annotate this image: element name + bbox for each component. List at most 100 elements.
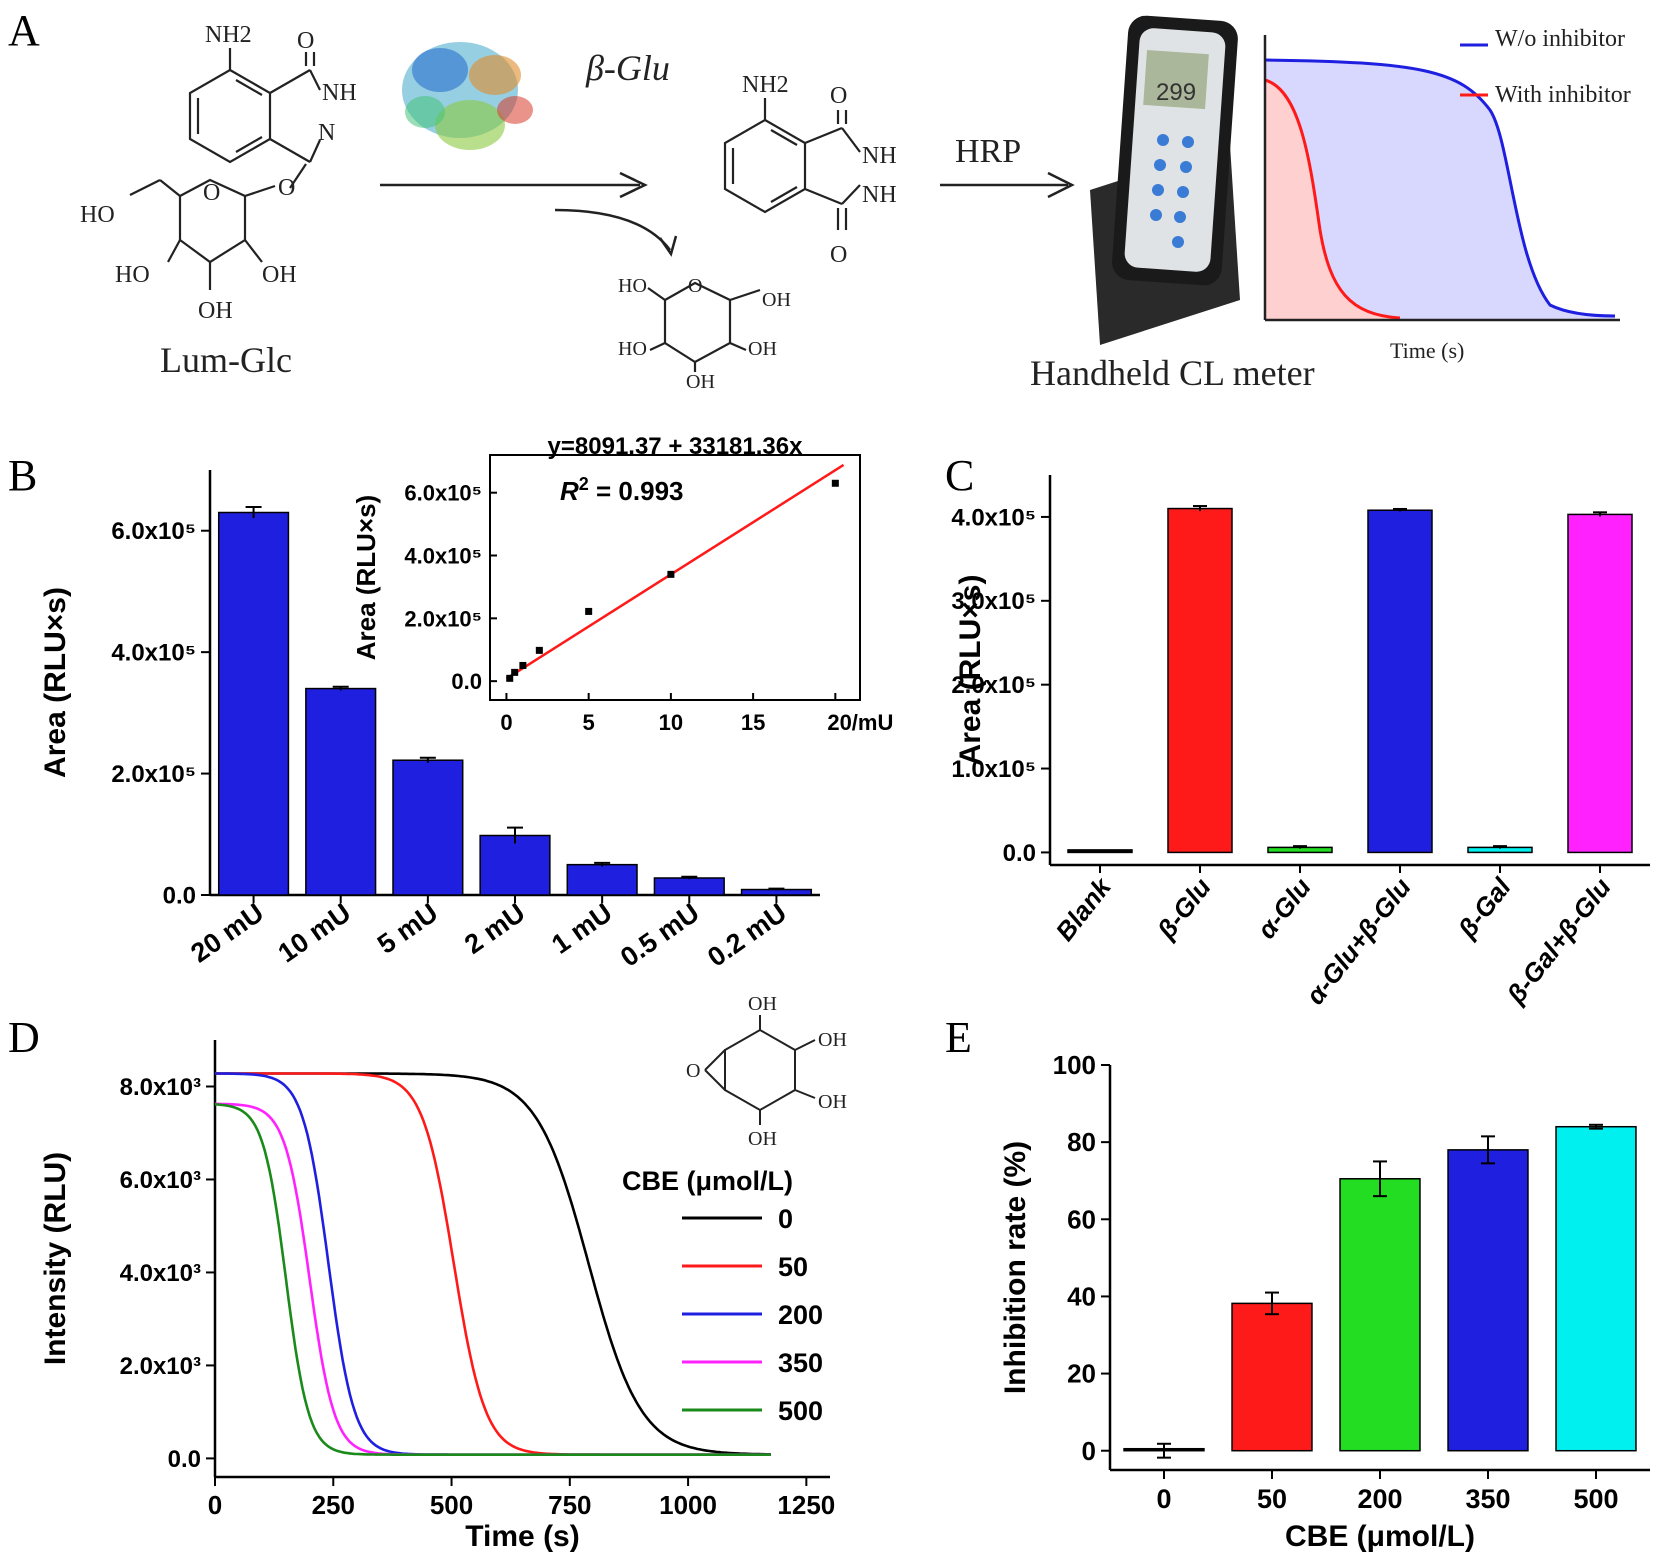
inset-decay-plot bbox=[1263, 35, 1620, 322]
l-atom-nh2: NH2 bbox=[742, 72, 789, 98]
inset-point bbox=[667, 570, 675, 578]
x-tick-label: 1 mU bbox=[546, 897, 617, 959]
atom-ho-2: HO bbox=[115, 262, 150, 288]
glucose-atoms: HO O OH HO OH OH bbox=[618, 275, 791, 393]
glucose-structure bbox=[647, 281, 761, 372]
atom-o-link: O bbox=[278, 175, 295, 201]
x-tick-label: β-Glu bbox=[1151, 872, 1217, 945]
inset-point bbox=[585, 607, 593, 615]
luminol-structure bbox=[723, 98, 861, 230]
chart-c: 0.0 1.0x10⁵ 2.0x10⁵ 3.0x10⁵ 4.0x10⁵ Area (RLU… bbox=[951, 475, 1650, 1010]
enzyme-protein-image bbox=[402, 42, 533, 150]
y-tick-label: 80 bbox=[1067, 1127, 1096, 1157]
inset-legend-with: With inhibitor bbox=[1495, 82, 1631, 108]
meter-label: Handheld CL meter bbox=[1030, 353, 1315, 393]
inset-x-tick-label: 10 bbox=[659, 710, 683, 735]
inset-time-label: Time (s) bbox=[1390, 338, 1464, 363]
legend-label: 50 bbox=[778, 1252, 808, 1282]
x-tick-label: α-Glu bbox=[1251, 872, 1317, 944]
x-tick-label: 0 bbox=[208, 1490, 222, 1520]
y-tick-label: 2.0x10⁵ bbox=[951, 672, 1036, 699]
inset-point bbox=[535, 646, 543, 654]
y-tick-label: 8.0x10³ bbox=[120, 1074, 201, 1101]
cbe-structure bbox=[704, 1015, 816, 1125]
x-tick-label: 500 bbox=[430, 1490, 473, 1520]
panel-label-e: E bbox=[945, 1013, 972, 1062]
x-tick-label: 20 mU bbox=[185, 897, 269, 968]
g-atom-o: O bbox=[688, 275, 702, 297]
g-atom-oh-2: OH bbox=[748, 338, 777, 360]
hrp-label: HRP bbox=[955, 133, 1021, 170]
inset-legend-without: W/o inhibitor bbox=[1495, 26, 1625, 52]
x-tick-label: 50 bbox=[1257, 1484, 1287, 1514]
inset-r2: R2 = 0.993 bbox=[560, 474, 684, 506]
cbe-atom-o: O bbox=[686, 1060, 700, 1082]
legend-label: 350 bbox=[778, 1348, 823, 1378]
inset-y-tick-label: 0.0 bbox=[451, 669, 482, 694]
bar bbox=[217, 511, 290, 896]
bar bbox=[1067, 849, 1133, 854]
inset-frame bbox=[489, 454, 861, 701]
y-tick-label: 0.0 bbox=[1003, 840, 1036, 867]
y-tick-label: 4.0x10⁵ bbox=[951, 504, 1036, 531]
x-tick-label: 250 bbox=[312, 1490, 355, 1520]
y-axis-label: Area (RLU×s) bbox=[39, 587, 72, 778]
panel-label-c: C bbox=[945, 451, 974, 500]
g-atom-ho-1: HO bbox=[618, 275, 647, 297]
series-line bbox=[214, 1103, 771, 1456]
panel-label-d: D bbox=[8, 1013, 40, 1062]
bar bbox=[566, 863, 638, 896]
inset-equation: y=8091.37 + 33181.36x bbox=[548, 433, 804, 460]
y-tick-label: 0 bbox=[1082, 1436, 1096, 1466]
cbe-atom-oh-2: OH bbox=[818, 1029, 847, 1051]
y-tick-label: 3.0x10⁵ bbox=[951, 588, 1036, 615]
bar bbox=[1555, 1125, 1637, 1452]
x-tick-label: 0.2 mU bbox=[702, 897, 792, 972]
legend-title: CBE (μmol/L) bbox=[622, 1166, 793, 1196]
inset-x-tick-label: 5 bbox=[583, 710, 595, 735]
x-tick-label: 1250 bbox=[777, 1490, 835, 1520]
inset-point bbox=[519, 661, 527, 669]
x-axis-label: CBE (μmol/L) bbox=[1285, 1520, 1475, 1553]
atom-nh: NH bbox=[322, 80, 357, 106]
x-tick-label: β-Gal bbox=[1451, 872, 1517, 944]
inset-line-with bbox=[1264, 78, 1401, 320]
lum-glc-structure bbox=[129, 48, 322, 290]
y-tick-label: 6.0x10³ bbox=[120, 1167, 201, 1194]
inset-x-tick-label: 0 bbox=[500, 710, 512, 735]
y-tick-label: 2.0x10³ bbox=[120, 1353, 201, 1380]
inset-line-without bbox=[1264, 58, 1616, 318]
inset-r2-symbol: R bbox=[560, 476, 579, 506]
y-tick-label: 100 bbox=[1053, 1050, 1096, 1080]
x-tick-label: 2 mU bbox=[459, 897, 530, 959]
hrp-arrow bbox=[940, 171, 1075, 199]
x-tick-label: 750 bbox=[548, 1490, 591, 1520]
atom-o: O bbox=[297, 28, 314, 54]
l-atom-nh-1: NH bbox=[862, 143, 897, 169]
x-tick-label: α-Glu+β-Glu bbox=[1300, 872, 1417, 1010]
atom-oh-1: OH bbox=[262, 262, 297, 288]
x-tick-label: 10 mU bbox=[273, 897, 357, 968]
bar bbox=[653, 877, 725, 896]
lum-glc-atoms: NH2 O NH N O O HO HO OH OH bbox=[80, 22, 357, 324]
atom-ho-1: HO bbox=[80, 202, 115, 228]
l-atom-o-1: O bbox=[830, 83, 847, 109]
bar bbox=[1231, 1302, 1313, 1452]
atom-oh-2: OH bbox=[198, 298, 233, 324]
inset-y-tick-label: 4.0x10⁵ bbox=[404, 544, 482, 569]
legend-label: 500 bbox=[778, 1396, 823, 1426]
luminol-atoms: NH2 O NH NH O bbox=[742, 72, 897, 268]
cbe-atom-oh-1: OH bbox=[748, 993, 777, 1015]
y-tick-label: 4.0x10⁵ bbox=[111, 640, 196, 667]
inset-area-without bbox=[1265, 60, 1615, 320]
y-tick-label: 20 bbox=[1067, 1359, 1096, 1389]
bar bbox=[392, 759, 464, 896]
panel-a: A NH2 O NH N O O bbox=[8, 6, 1631, 393]
atom-n: N bbox=[318, 120, 335, 146]
g-atom-oh-3: OH bbox=[686, 371, 715, 393]
chart-b-inset: 0.0 2.0x10⁵ 4.0x10⁵ 6.0x10⁵ 0 5 10 15 20/mU Area … bbox=[351, 433, 893, 735]
g-atom-oh-1: OH bbox=[762, 289, 791, 311]
x-tick-label: 5 mU bbox=[372, 897, 443, 959]
x-axis-label: Time (s) bbox=[465, 1520, 579, 1553]
